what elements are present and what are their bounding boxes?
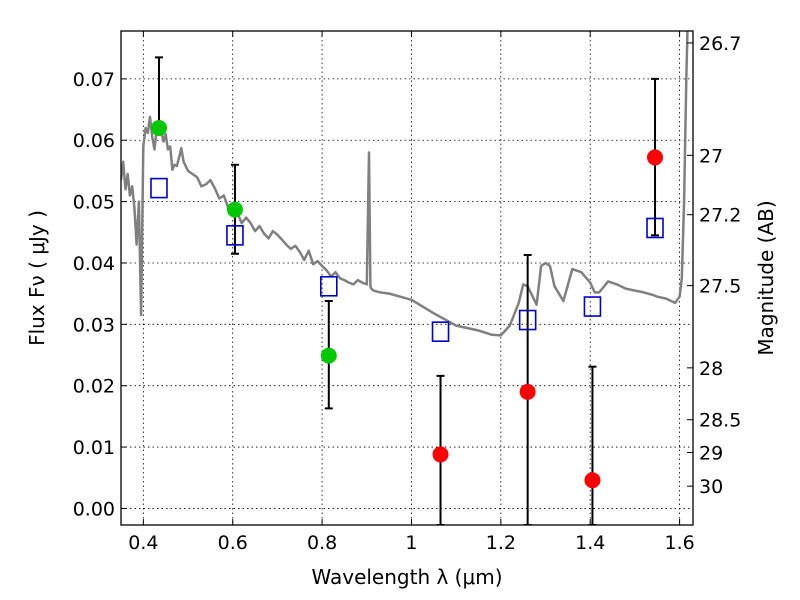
grid (121, 31, 693, 525)
y2-tick-label: 26.7 (699, 33, 741, 55)
y2-tick-label: 27 (699, 145, 723, 167)
detection-point (226, 201, 243, 218)
x-tick-label: 1.6 (664, 532, 694, 554)
x-axis-label: Wavelength λ (μm) (311, 565, 502, 589)
x-tick-label: 0.4 (128, 532, 158, 554)
y-tick-label: 0.00 (73, 498, 115, 520)
y-tick-label: 0.02 (73, 376, 115, 398)
template-photometry-point (431, 321, 450, 342)
y-tick-label: 0.04 (73, 253, 115, 275)
x-tick-label: 1.4 (575, 532, 605, 554)
y-tick-label: 0.05 (73, 192, 115, 214)
x-tick-label: 1 (405, 532, 417, 554)
nondetection-point (519, 383, 536, 400)
y-tick-label: 0.03 (73, 314, 115, 336)
y-tick-label: 0.07 (73, 69, 115, 91)
y-tick-label: 0.01 (73, 437, 115, 459)
y2-tick-label: 28.5 (699, 410, 741, 432)
y2-axis-label: Magnitude (AB) (754, 200, 778, 355)
x-tick-label: 0.8 (307, 532, 337, 554)
y2-tick-label: 27.2 (699, 205, 741, 227)
nondetection-point (584, 472, 601, 489)
errorbars-layer (154, 56, 660, 525)
y-tick-label: 0.06 (73, 130, 115, 152)
data-points-layer (150, 119, 664, 489)
detection-point (320, 347, 337, 364)
nondetection-point (647, 149, 664, 166)
detection-point (150, 119, 167, 136)
y-axis-label: Flux Fν ( μJy ) (25, 210, 49, 346)
template-photometry-point (646, 217, 664, 239)
y2-tick-label: 28 (699, 358, 723, 380)
y2-tick-label: 29 (699, 442, 723, 464)
template-photometry-point (583, 296, 602, 317)
y2-tick-label: 30 (699, 476, 723, 498)
template-spectrum-line (121, 31, 689, 337)
template-photometry-point (150, 177, 168, 199)
template-spectrum-layer (121, 31, 689, 337)
x-tick-label: 1.2 (486, 532, 516, 554)
x-tick-label: 0.6 (218, 532, 248, 554)
nondetection-point (432, 446, 449, 463)
template-photometry-point (319, 275, 338, 297)
template-photometry-point (518, 309, 537, 331)
plot-frame (120, 30, 694, 526)
template-photometry-point (226, 225, 244, 246)
y2-tick-label: 27.5 (699, 276, 741, 298)
ticks-layer: 0.4 0.6 0.8 1 1.2 1.4 1.6 0.00 0.01 0.02 0.03 0.04 0… (73, 31, 741, 554)
